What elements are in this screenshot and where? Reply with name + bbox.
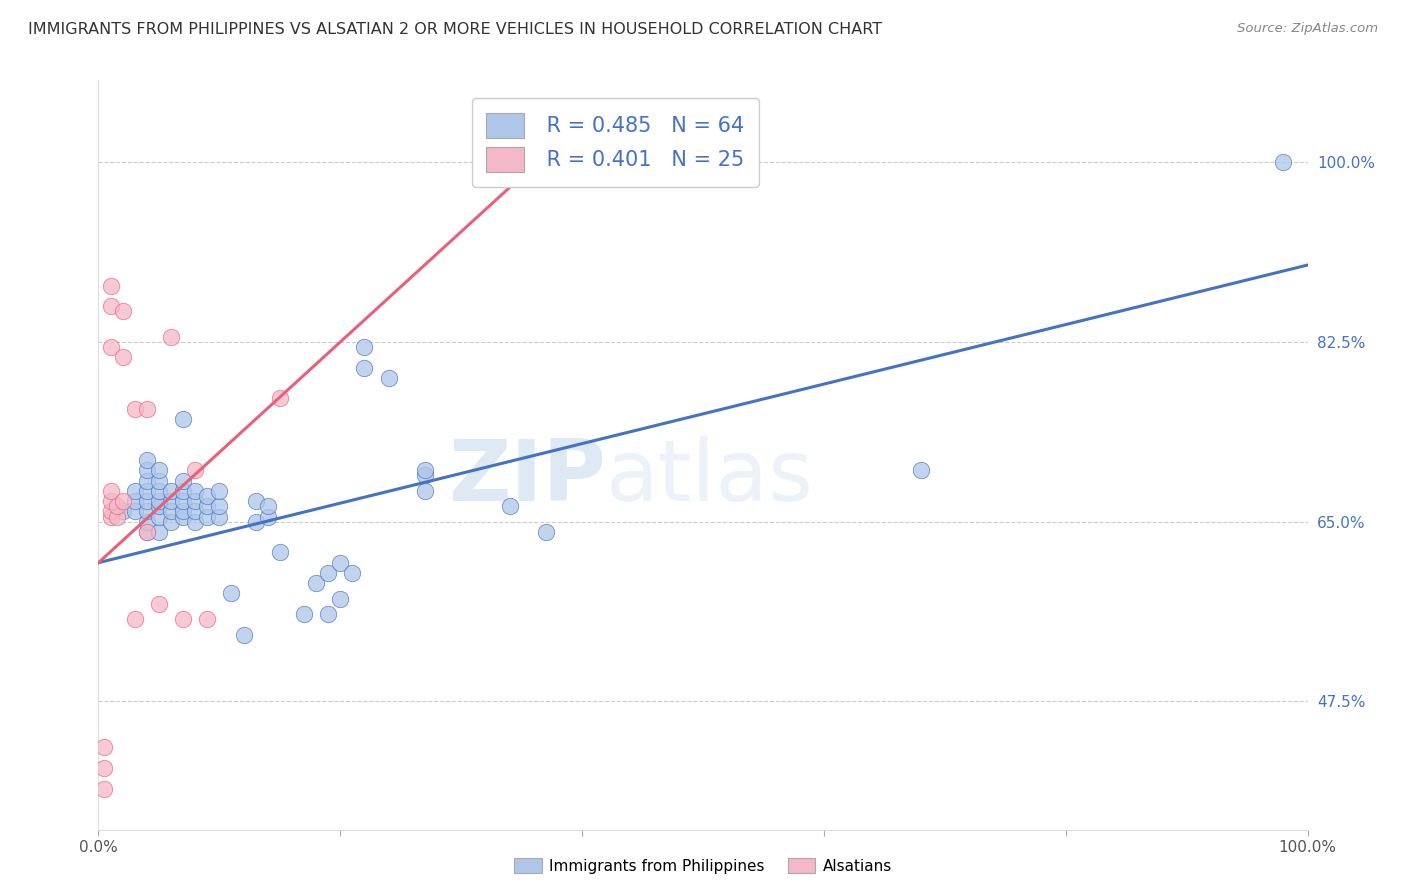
Point (305, 576, 328, 591)
Point (111, 494, 134, 508)
Point (208, 500, 231, 514)
Point (172, 474, 194, 488)
Point (342, 566, 364, 580)
Point (256, 509, 278, 524)
Point (172, 612, 194, 626)
Point (195, 509, 218, 524)
Point (269, 392, 291, 406)
Point (377, 371, 399, 385)
Legend:  R = 0.485   N = 64,  R = 0.401   N = 25: R = 0.485 N = 64, R = 0.401 N = 25 (471, 98, 759, 186)
Point (184, 463, 207, 477)
Point (135, 524, 157, 539)
Point (124, 504, 146, 518)
Point (498, 500, 520, 514)
Point (413, 468, 436, 483)
Point (221, 586, 243, 600)
Point (195, 489, 218, 503)
Point (910, 463, 932, 477)
Point (135, 463, 157, 477)
Point (124, 483, 146, 498)
Point (208, 483, 231, 498)
Point (160, 483, 183, 498)
Point (316, 566, 339, 580)
Point (172, 494, 194, 508)
Point (100, 299, 122, 313)
Legend: Immigrants from Philippines, Alsatians: Immigrants from Philippines, Alsatians (508, 852, 898, 880)
Point (184, 504, 207, 518)
Point (184, 515, 207, 529)
Text: IMMIGRANTS FROM PHILIPPINES VS ALSATIAN 2 OR MORE VEHICLES IN HOUSEHOLD CORRELAT: IMMIGRANTS FROM PHILIPPINES VS ALSATIAN … (28, 22, 882, 37)
Point (124, 612, 146, 626)
Point (100, 504, 122, 518)
Point (148, 474, 170, 488)
Point (353, 360, 375, 375)
Point (148, 494, 170, 508)
Point (148, 509, 170, 524)
Point (160, 515, 183, 529)
Point (413, 483, 436, 498)
Point (93, 761, 115, 775)
Point (148, 597, 170, 611)
Point (160, 330, 183, 344)
Point (105, 509, 128, 524)
Point (105, 500, 128, 514)
Point (245, 494, 267, 508)
Point (135, 453, 157, 467)
Point (100, 278, 122, 293)
Point (135, 524, 157, 539)
Point (135, 504, 157, 518)
Point (93, 740, 115, 755)
Point (111, 504, 134, 518)
Point (172, 412, 194, 426)
Point (148, 463, 170, 477)
Point (135, 401, 157, 416)
Point (93, 781, 115, 796)
Point (172, 483, 194, 498)
Point (100, 494, 122, 508)
Point (135, 515, 157, 529)
Point (160, 504, 183, 518)
Point (245, 515, 267, 529)
Point (184, 494, 207, 508)
Point (100, 509, 122, 524)
Point (316, 607, 339, 621)
Point (100, 483, 122, 498)
Point (292, 607, 315, 621)
Point (135, 474, 157, 488)
Point (329, 591, 352, 606)
Point (195, 500, 218, 514)
Point (124, 494, 146, 508)
Point (329, 556, 352, 570)
Point (124, 401, 146, 416)
Point (256, 500, 278, 514)
Point (160, 494, 183, 508)
Point (111, 304, 134, 318)
Point (148, 483, 170, 498)
Point (232, 627, 254, 641)
Point (135, 483, 157, 498)
Text: ZIP: ZIP (449, 436, 606, 519)
Point (135, 494, 157, 508)
Point (195, 612, 218, 626)
Point (172, 504, 194, 518)
Point (100, 340, 122, 354)
Point (534, 524, 557, 539)
Point (208, 509, 231, 524)
Text: Source: ZipAtlas.com: Source: ZipAtlas.com (1237, 22, 1378, 36)
Point (148, 500, 170, 514)
Text: atlas: atlas (606, 436, 814, 519)
Point (111, 351, 134, 365)
Point (269, 545, 291, 559)
Point (148, 524, 170, 539)
Point (1272, 155, 1295, 169)
Point (353, 340, 375, 354)
Point (413, 463, 436, 477)
Point (184, 483, 207, 498)
Point (172, 509, 194, 524)
